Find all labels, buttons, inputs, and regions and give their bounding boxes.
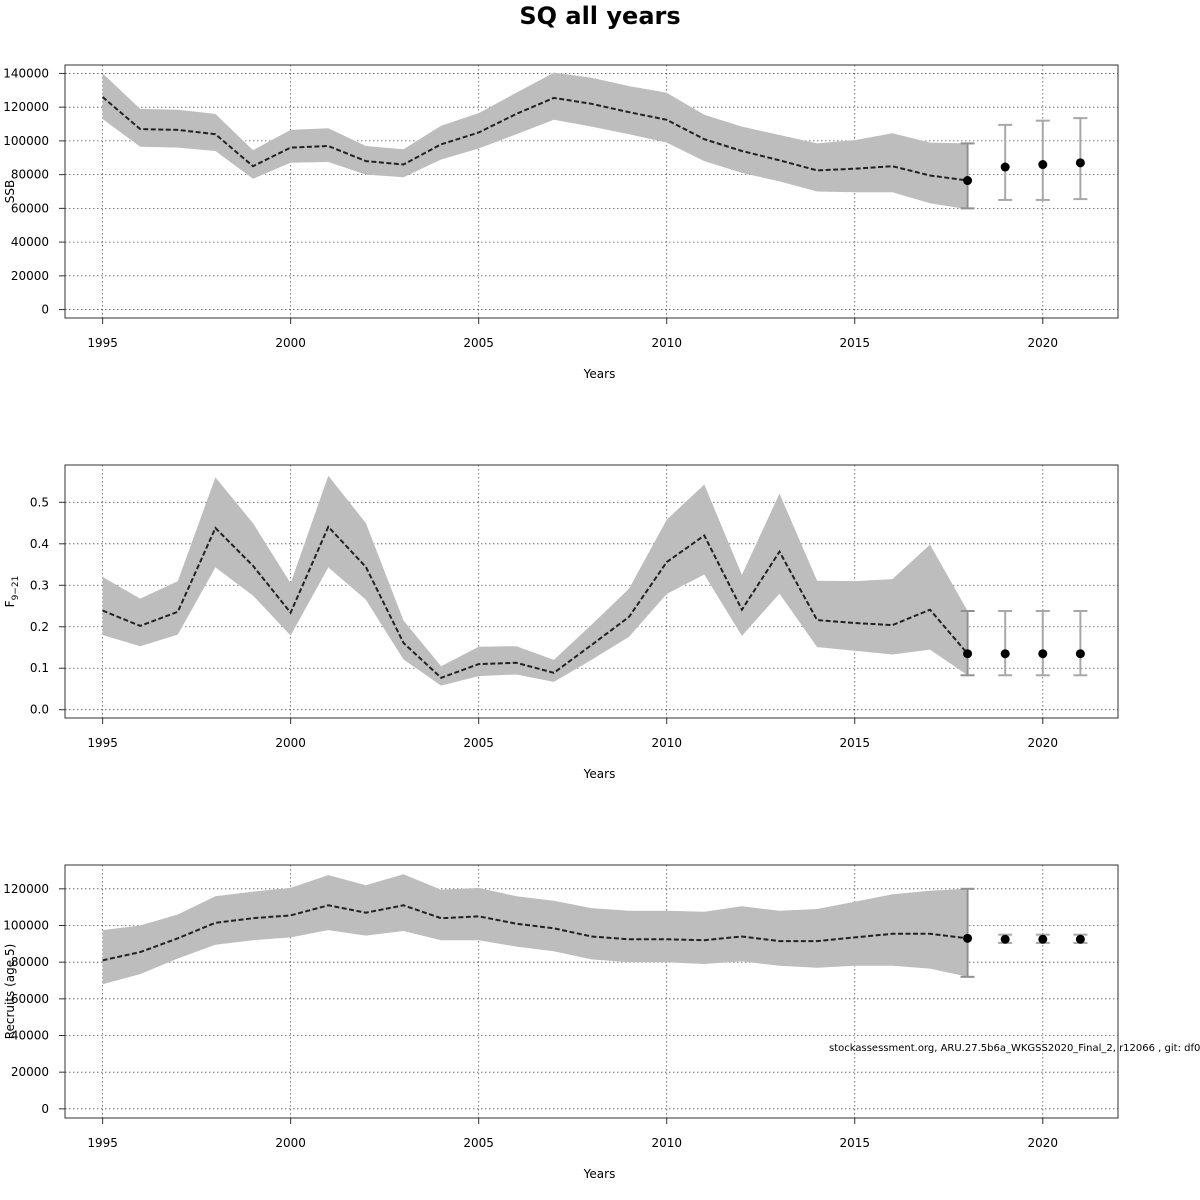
f-xaxis-label: Years: [583, 767, 616, 781]
ssb-estimate-line: [101, 96, 968, 182]
ssb-ytick-label: 20000: [11, 269, 49, 283]
f-forecast-point: [1038, 649, 1048, 659]
f-plot-frame: [64, 464, 1119, 719]
ssb-ytick-label: 100000: [3, 134, 49, 148]
f-xtick-label: 2020: [1028, 736, 1059, 750]
ssb-xtick-label: 2005: [463, 336, 494, 350]
recruits-forecast-point: [963, 933, 973, 943]
f-xtick-label: 2005: [463, 736, 494, 750]
ssb-forecast-point: [963, 176, 973, 186]
f-estimate-line: [102, 525, 969, 679]
recruits-ytick-label: 100000: [3, 919, 49, 933]
f-confidence-band: [102, 475, 968, 686]
recruits-panel: 1995 2000 2005 2010 2015 2020 0 20000 40000 60000…: [3, 864, 1119, 1181]
ssb-confidence-band: [102, 72, 968, 210]
ssb-forecast-point: [1000, 162, 1010, 172]
ssb-xaxis-label: Years: [583, 367, 616, 381]
f-ytick-label: 0.1: [30, 661, 49, 675]
ssb-ytick-label: 80000: [11, 168, 49, 182]
ssb-yaxis-label-main: SSB: [3, 180, 17, 203]
f-yaxis-label: F9−21: [3, 576, 21, 608]
f-ytick-label: 0.3: [30, 578, 49, 592]
f-ytick-label: 0.0: [30, 703, 49, 717]
ssb-forecast-point: [1038, 160, 1048, 170]
ssb-forecast-point: [1075, 158, 1085, 168]
f-ytick-label: 0.4: [30, 537, 49, 551]
f-yaxis-label-main: F: [3, 600, 17, 607]
f-xtick-label: 1995: [87, 736, 118, 750]
recruits-yaxis-label-main: Recruits (age 5): [3, 944, 17, 1040]
figure-title: SQ all years: [519, 2, 680, 30]
recruits-ytick-label: 0: [41, 1102, 49, 1116]
recruits-estimate-line: [102, 904, 968, 962]
ssb-xtick-label: 2010: [651, 336, 682, 350]
footnote: stockassessment.org, ARU.27.5b6a_WKGSS20…: [829, 1043, 1200, 1054]
recruits-xtick-label: 2005: [463, 1136, 494, 1150]
f-ytick-label: 0.2: [30, 620, 49, 634]
f-xtick-label: 2015: [839, 736, 870, 750]
f-yaxis-label-subscript: 9−21: [11, 576, 21, 601]
f-forecast-point: [1075, 649, 1085, 659]
recruits-confidence-band: [102, 874, 968, 985]
recruits-forecast-point: [1075, 934, 1085, 944]
ssb-ytick-label: 60000: [11, 201, 49, 215]
ssb-ytick-label: 120000: [3, 100, 49, 114]
recruits-forecast-point: [1038, 934, 1048, 944]
recruits-ytick-label: 40000: [11, 1029, 49, 1043]
recruits-xtick-label: 2010: [651, 1136, 682, 1150]
ssb-panel: 1995 2000 2005 2010 2015 2020 0 20000 40000 60000…: [3, 64, 1119, 381]
f-xtick-label: 2010: [651, 736, 682, 750]
f-xtick-label: 2000: [275, 736, 306, 750]
recruits-forecast-point: [1000, 934, 1010, 944]
recruits-ytick-label: 60000: [11, 992, 49, 1006]
f-forecast-point: [1000, 649, 1010, 659]
recruits-xtick-label: 2020: [1028, 1136, 1059, 1150]
ssb-xtick-label: 2020: [1028, 336, 1059, 350]
ssb-yaxis-label: SSB: [3, 180, 17, 203]
f-ytick-label: 0.5: [30, 495, 49, 509]
ssb-xtick-label: 1995: [87, 336, 118, 350]
fishing-mortality-panel: 1995 2000 2005 2010 2015 2020 0.0 0.1 0.2 0.3 0.4 0…: [3, 464, 1119, 781]
recruits-ytick-label: 20000: [11, 1065, 49, 1079]
ssb-ytick-label: 0: [41, 303, 49, 317]
recruits-xtick-label: 1995: [87, 1136, 118, 1150]
recruits-xaxis-label: Years: [583, 1167, 616, 1181]
recruits-plot-frame: [64, 864, 1119, 1119]
ssb-xtick-label: 2015: [839, 336, 870, 350]
recruits-yaxis-label: Recruits (age 5): [3, 944, 17, 1040]
ssb-plot-frame: [64, 64, 1119, 319]
ssb-ytick-label: 40000: [11, 235, 49, 249]
recruits-ytick-label: 120000: [3, 882, 49, 896]
ssb-xtick-label: 2000: [275, 336, 306, 350]
recruits-xtick-label: 2015: [839, 1136, 870, 1150]
recruits-xtick-label: 2000: [275, 1136, 306, 1150]
recruits-ytick-label: 80000: [11, 955, 49, 969]
f-forecast-point: [963, 649, 973, 659]
ssb-ytick-label: 140000: [3, 66, 49, 80]
